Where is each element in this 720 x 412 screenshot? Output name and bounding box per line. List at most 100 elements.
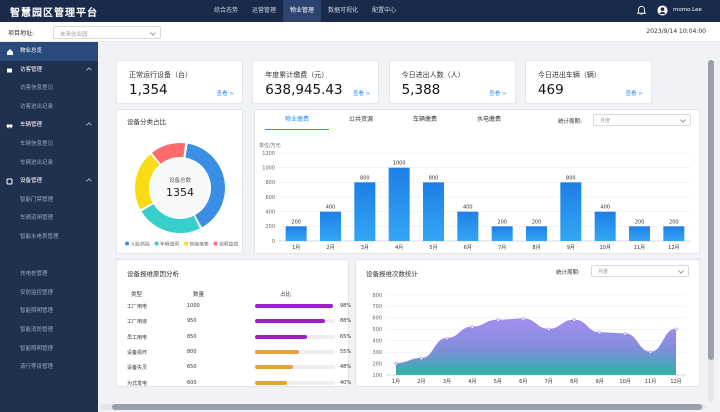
- row-count: 850: [187, 333, 197, 340]
- kpi-card-3: 今日进出车辆（辆） 469 查看 >: [524, 60, 652, 104]
- kpi-more-link[interactable]: 查看 >: [352, 91, 371, 97]
- nav-item-2[interactable]: 物业管理: [283, 0, 322, 22]
- vertical-scrollbar[interactable]: [708, 60, 714, 402]
- x-tick-label: 9月: [567, 245, 575, 251]
- table-row: 设备失灵 650 48%: [127, 362, 357, 376]
- sidebar-section-4[interactable]: 车辆管理: [0, 116, 98, 135]
- area-point-1: [419, 356, 424, 361]
- user-name[interactable]: momo.Lee: [673, 7, 702, 13]
- horizontal-scrollbar[interactable]: [100, 404, 706, 410]
- tab-3[interactable]: 水电缴费: [476, 116, 501, 123]
- row-progress-fill: [255, 349, 299, 354]
- project-select-value: 未来创业园: [60, 31, 88, 38]
- sidebar-item-15[interactable]: 智能消防管理: [0, 321, 98, 340]
- kpi-more-link[interactable]: 查看 >: [625, 91, 643, 97]
- sidebar-item-2[interactable]: 访客信息登记: [0, 79, 98, 98]
- y-tick-label: 0: [272, 239, 275, 245]
- sidebar-section-1[interactable]: 访客管理: [0, 61, 98, 80]
- y-tick-label: 200: [372, 361, 382, 367]
- sidebar-item-9[interactable]: 车辆道闸管理: [0, 209, 98, 228]
- sidebar-item-17[interactable]: 该行等设管理: [0, 358, 98, 377]
- sidebar-label: 访客信息登记: [20, 85, 54, 92]
- tab-2[interactable]: 车辆缴费: [412, 116, 437, 123]
- table-row: 设备损坏 800 55%: [127, 347, 357, 361]
- sidebar-label: 车辆进出记录: [20, 159, 54, 166]
- area-point-2: [445, 336, 449, 341]
- trend-period-select[interactable]: 月度: [591, 265, 689, 277]
- nav-item-0[interactable]: 综合态势: [214, 7, 239, 14]
- sidebar-item-3[interactable]: 访客进出记录: [0, 98, 98, 117]
- pie-center: [151, 159, 209, 217]
- y-tick-label: 400: [265, 209, 275, 215]
- nav-item-3[interactable]: 数据可视化: [328, 7, 359, 14]
- x-tick-label: 12月: [670, 379, 681, 385]
- row-count: 1000: [187, 303, 200, 309]
- project-bar: 项目地址: 未来创业园 2023/9/14 10:04:00: [0, 22, 720, 42]
- row-percent: 65%: [340, 333, 352, 340]
- sidebar-label: 车辆信息登记: [20, 140, 54, 147]
- x-tick-label: 4月: [395, 245, 403, 251]
- sidebar-item-12[interactable]: 充电桩管理: [0, 265, 98, 284]
- sidebar-item-6[interactable]: 车辆进出记录: [0, 154, 98, 173]
- row-progress-bar: [255, 319, 335, 324]
- legend-label: 人脸抓拍: [131, 241, 150, 248]
- pie-center-value: 1354: [166, 186, 194, 199]
- kpi-more-link[interactable]: 查看 >: [489, 91, 507, 97]
- row-type: 为式发电: [127, 380, 148, 387]
- kpi-card-2: 今日进出人数（人） 5,388 查看 >: [388, 60, 516, 104]
- bell-icon[interactable]: [636, 5, 647, 16]
- sidebar-item-8[interactable]: 智能门禁管理: [0, 191, 98, 210]
- sidebar-section-7[interactable]: 设备管理: [0, 172, 98, 191]
- sidebar-label: 设备管理: [20, 178, 43, 185]
- row-progress-fill: [255, 365, 294, 370]
- area-fill: [396, 319, 676, 375]
- sidebar-label: 智能照明管理: [20, 308, 54, 315]
- vertical-scroll-thumb[interactable]: [708, 60, 714, 360]
- sidebar-item-5[interactable]: 车辆信息登记: [0, 135, 98, 154]
- table-row: 员工用电 850 65%: [127, 332, 357, 346]
- x-tick-label: 10月: [619, 379, 630, 385]
- area-point-7: [572, 318, 576, 322]
- sidebar-item-14[interactable]: 智能照明管理: [0, 302, 98, 321]
- sidebar-label: 访客管理: [20, 66, 43, 73]
- sidebar-item-11[interactable]: [0, 247, 98, 266]
- x-tick-label: 5月: [494, 379, 502, 385]
- home-icon: [7, 49, 13, 55]
- x-tick-label: 6月: [519, 379, 527, 385]
- area-point-0: [394, 361, 398, 366]
- nav-item-1[interactable]: 运营管理: [252, 7, 277, 14]
- trend-period-value: 月度: [598, 269, 609, 275]
- bar-value-label: 200: [669, 219, 679, 225]
- area-point-6: [547, 327, 551, 331]
- nav-item-4[interactable]: 配置中心: [372, 7, 397, 14]
- x-tick-label: 4月: [468, 379, 476, 385]
- y-tick-label: 500: [372, 327, 382, 333]
- sidebar: 物业总览访客管理访客信息登记访客进出记录 车辆管理车辆信息登记 车辆进出记录 设备管理…: [0, 42, 98, 412]
- horizontal-scroll-thumb[interactable]: [112, 404, 702, 410]
- sidebar-label: 充电桩管理: [20, 271, 48, 278]
- user-avatar-icon[interactable]: [657, 5, 668, 16]
- legend-swatch: [154, 241, 159, 246]
- sidebar-item-16[interactable]: 智能照明管理: [0, 340, 98, 359]
- sidebar-item-10[interactable]: 智能水电表管理: [0, 228, 98, 247]
- fee-period-select[interactable]: 月度: [593, 114, 691, 126]
- bar-6: [491, 226, 513, 241]
- kpi-title: 年度累计缴费（元）: [265, 71, 329, 79]
- sidebar-item-13[interactable]: 安防监控管理: [0, 284, 98, 303]
- sidebar-label: 安防监控管理: [20, 289, 54, 296]
- tab-1[interactable]: 公共资源: [348, 116, 373, 123]
- row-progress-bar: [255, 365, 335, 370]
- bar-value-label: 800: [429, 175, 439, 181]
- x-tick-label: 1月: [392, 379, 400, 385]
- project-select[interactable]: 未来创业园: [53, 26, 161, 39]
- book-icon: [7, 68, 12, 73]
- sidebar-label: 车辆道闸管理: [20, 215, 54, 222]
- sidebar-label: 该行等设管理: [20, 364, 54, 371]
- tab-0[interactable]: 物业缴费: [265, 110, 329, 130]
- app-title: 智慧园区管理平台: [10, 8, 98, 19]
- sidebar-section-0[interactable]: 物业总览: [0, 42, 98, 61]
- kpi-more-link[interactable]: 查看 >: [216, 91, 234, 97]
- row-count: 800: [187, 348, 197, 355]
- bar-value-label: 800: [566, 175, 576, 181]
- y-tick-label: 200: [265, 224, 275, 230]
